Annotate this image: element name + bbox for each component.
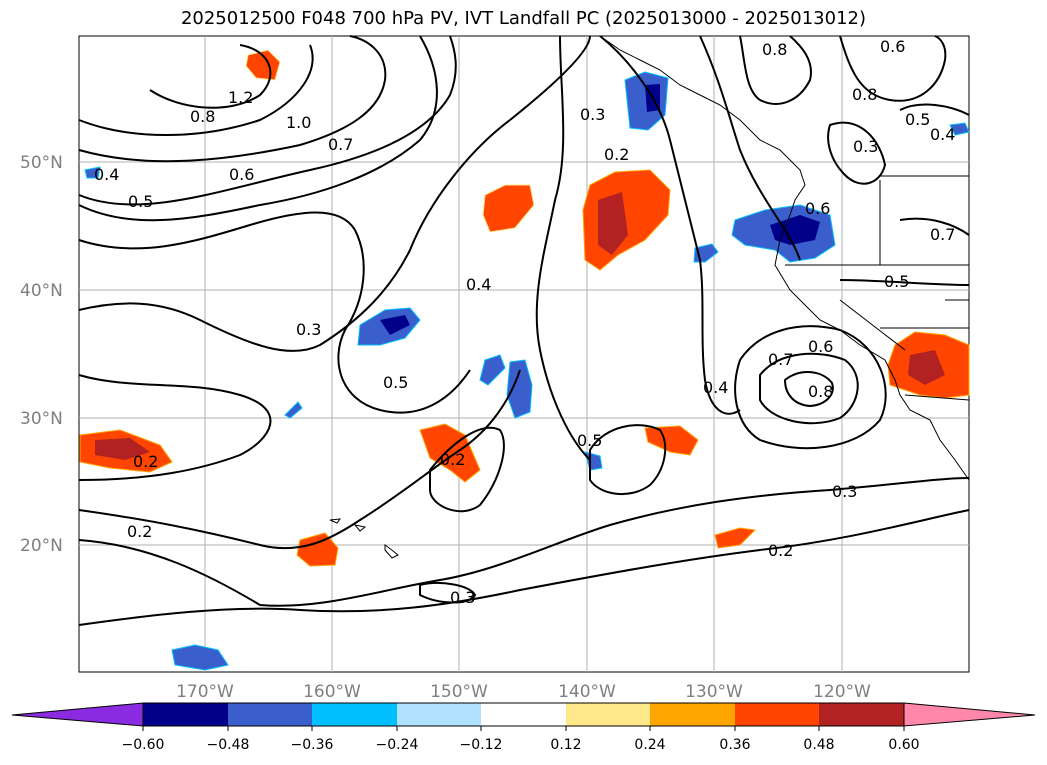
lon-label-140w: 140°W: [558, 682, 616, 702]
colorbar-bin: [228, 703, 312, 726]
graticule: [79, 36, 969, 672]
contour-label: 0.4: [930, 125, 955, 144]
colorbar-bin: [312, 703, 397, 726]
contour-label: 0.4: [703, 378, 728, 397]
longitude-labels: 170°W 160°W 150°W 140°W 130°W 120°W: [176, 682, 871, 702]
contour-label: 0.2: [604, 145, 629, 164]
pv-contours: [78, 35, 970, 626]
contour-label: 0.8: [190, 107, 215, 126]
coastlines: [329, 35, 970, 559]
lon-label-160w: 160°W: [303, 682, 361, 702]
contour-label: 0.4: [466, 275, 491, 294]
colorbar-bin: [735, 703, 819, 726]
contour-label: 0.5: [128, 192, 153, 211]
colorbar-bin: [143, 703, 228, 726]
colorbar-bin: [650, 703, 735, 726]
colorbar-tick-label: 0.24: [634, 737, 665, 753]
colorbar-tick-label: 0.12: [550, 737, 581, 753]
contour-label: 0.2: [440, 450, 465, 469]
contour-label: 0.3: [853, 137, 878, 156]
contour-label: 1.2: [228, 88, 253, 107]
contour-label: 0.7: [768, 350, 793, 369]
contour-labels: 1.2 1.0 0.8 0.7 0.6 0.5 0.4 0.3 0.4 0.5 …: [94, 37, 955, 607]
contour-label: 0.7: [930, 225, 955, 244]
lat-label-40n: 40°N: [20, 281, 63, 301]
contour-label: 0.5: [383, 373, 408, 392]
latitude-labels: 50°N 40°N 30°N 20°N: [20, 153, 63, 556]
contour-label: 0.8: [762, 40, 787, 59]
colorbar-tick-label: −0.60: [122, 737, 165, 753]
contour-label: 0.6: [805, 199, 830, 218]
contour-label: 0.6: [880, 37, 905, 56]
contour-label: 0.3: [296, 320, 321, 339]
contour-label: 0.6: [229, 165, 254, 184]
colorbar-bin: [819, 703, 904, 726]
lat-label-50n: 50°N: [20, 153, 63, 173]
pv-shading: [79, 49, 970, 671]
lon-label-170w: 170°W: [176, 682, 234, 702]
contour-label: 0.3: [450, 588, 475, 607]
contour-label: 0.3: [832, 482, 857, 501]
contour-label: 0.2: [768, 541, 793, 560]
lat-label-30n: 30°N: [20, 409, 63, 429]
contour-label: 0.4: [94, 165, 119, 184]
colorbar-tick-label: 0.60: [888, 737, 919, 753]
contour-label: 0.2: [133, 452, 158, 471]
lon-label-120w: 120°W: [813, 682, 871, 702]
colorbar: −0.60 −0.48 −0.36 −0.24 −0.12 0.12 0.24 …: [11, 702, 1036, 753]
colorbar-tick-label: −0.48: [207, 737, 250, 753]
contour-label: 0.3: [580, 105, 605, 124]
colorbar-tick-label: −0.12: [460, 737, 503, 753]
lat-label-20n: 20°N: [20, 536, 63, 556]
lon-label-130w: 130°W: [685, 682, 743, 702]
colorbar-extend-high: [903, 702, 1036, 727]
colorbar-tick-label: −0.24: [376, 737, 419, 753]
contour-label: 0.5: [905, 110, 930, 129]
colorbar-bin: [397, 703, 481, 726]
contour-label: 0.6: [808, 337, 833, 356]
contour-label: 0.8: [808, 382, 833, 401]
colorbar-tick-label: 0.48: [803, 737, 834, 753]
map-title: 2025012500 F048 700 hPa PV, IVT Landfall…: [180, 8, 867, 29]
contour-label: 0.2: [127, 522, 152, 541]
colorbar-tick-label: 0.36: [719, 737, 750, 753]
contour-label: 1.0: [286, 113, 311, 132]
contour-label: 0.5: [577, 431, 602, 450]
colorbar-tick-label: −0.36: [291, 737, 334, 753]
contour-label: 0.7: [328, 135, 353, 154]
colorbar-bin: [566, 703, 650, 726]
lon-label-150w: 150°W: [430, 682, 488, 702]
colorbar-extend-low: [11, 702, 144, 727]
contour-label: 0.5: [884, 272, 909, 291]
contour-label: 0.8: [852, 85, 877, 104]
colorbar-bin: [481, 703, 566, 726]
